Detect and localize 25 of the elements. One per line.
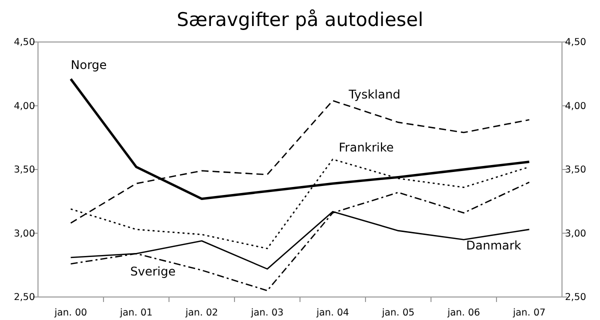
series-label: Sverige (130, 264, 176, 279)
y2-tick-label: 3,00 (565, 228, 586, 240)
x-tick-label: jan. 05 (380, 308, 415, 319)
y2-tick-label: 2,50 (565, 292, 586, 304)
line-series (70, 182, 530, 292)
x-tick-label: jan. 06 (446, 308, 480, 319)
y2-tick-label: 3,50 (565, 164, 586, 176)
y2-tick-label: 4,50 (565, 37, 586, 48)
y-tick-label: 4,00 (14, 100, 35, 112)
y-tick-label: 4,50 (14, 37, 35, 48)
x-tick-label: jan. 04 (315, 308, 350, 319)
series-label: Frankrike (338, 140, 394, 154)
y2-tick-label: 4,00 (565, 100, 586, 112)
y-tick-label: 3,00 (14, 228, 35, 240)
x-tick-label: jan. 07 (512, 308, 546, 319)
y-tick-label: 3,50 (14, 164, 35, 176)
x-tick-label: jan. 03 (250, 308, 284, 319)
x-tick-label: jan. 00 (53, 308, 88, 319)
x-tick-label: jan. 02 (184, 308, 218, 319)
series-label: Danmark (466, 238, 522, 252)
series-label: Norge (70, 58, 107, 72)
chart-title: Særavgifter på autodiesel (176, 9, 424, 31)
y-tick-label: 2,50 (14, 292, 35, 304)
x-tick-label: jan. 01 (118, 308, 153, 319)
series-label: Tyskland (348, 88, 400, 102)
